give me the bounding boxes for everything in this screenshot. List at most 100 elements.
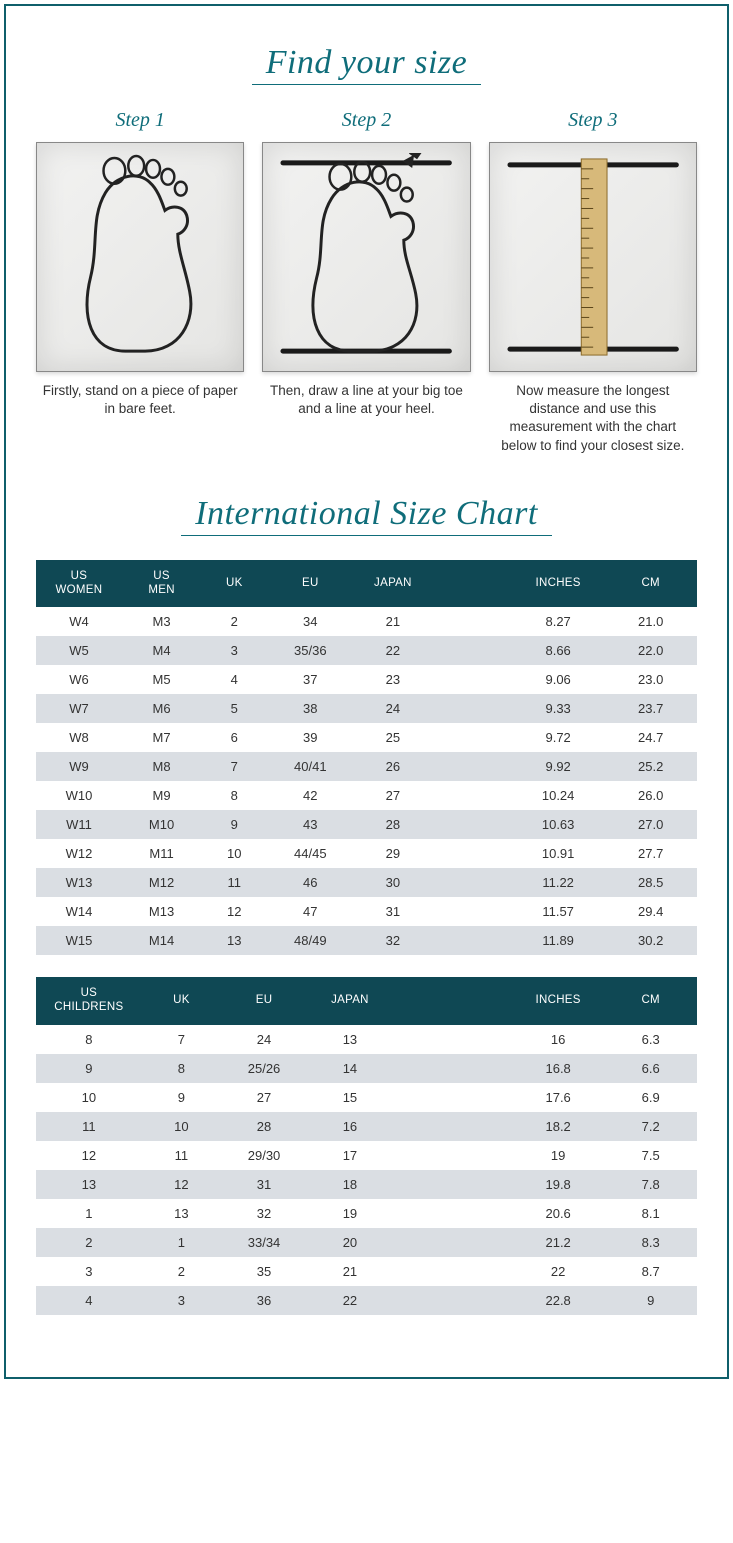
table-cell: 20.6	[512, 1199, 605, 1228]
table-cell: 8.27	[512, 607, 605, 636]
table-cell: 7	[201, 752, 267, 781]
table-cell: M13	[122, 897, 201, 926]
table-cell	[393, 1141, 512, 1170]
table-cell: W5	[36, 636, 122, 665]
table-cell: 22.8	[512, 1286, 605, 1315]
table-cell: W10	[36, 781, 122, 810]
table-cell: 33/34	[221, 1228, 307, 1257]
table-cell: 17	[307, 1141, 393, 1170]
table-cell: 9	[201, 810, 267, 839]
adult-size-table: USWOMENUSMENUKEUJAPANINCHESCM W4M3234218…	[36, 560, 697, 956]
table-row: W12M111044/452910.9127.7	[36, 839, 697, 868]
table-cell: 44/45	[267, 839, 353, 868]
table-cell: 9.72	[512, 723, 605, 752]
table-cell: 10.24	[512, 781, 605, 810]
table-cell: 3	[142, 1286, 221, 1315]
table-cell: W14	[36, 897, 122, 926]
table-cell: M8	[122, 752, 201, 781]
table-cell: 22	[353, 636, 432, 665]
table-cell: M5	[122, 665, 201, 694]
table-column-header: EU	[267, 560, 353, 608]
table-column-header: INCHES	[512, 977, 605, 1025]
table-cell: 29	[353, 839, 432, 868]
table-cell: 9.06	[512, 665, 605, 694]
table-column-header: EU	[221, 977, 307, 1025]
table-cell: 37	[267, 665, 353, 694]
table-cell: 22	[512, 1257, 605, 1286]
table-cell: 9.92	[512, 752, 605, 781]
table-cell	[393, 1025, 512, 1054]
table-cell: 16	[512, 1025, 605, 1054]
table-cell: 39	[267, 723, 353, 752]
table-column-header	[433, 560, 512, 608]
table-cell: 30.2	[604, 926, 697, 955]
table-cell: 10	[36, 1083, 142, 1112]
table-cell: 6.3	[604, 1025, 697, 1054]
table-cell: 11.22	[512, 868, 605, 897]
table-cell: 19	[512, 1141, 605, 1170]
main-heading: Find your size	[252, 44, 482, 85]
table-row: 43362222.89	[36, 1286, 697, 1315]
table-cell: 11	[201, 868, 267, 897]
step-1-caption: Firstly, stand on a piece of paper in ba…	[36, 382, 244, 418]
table-cell	[433, 810, 512, 839]
table-cell	[393, 1286, 512, 1315]
table-cell: 9	[36, 1054, 142, 1083]
foot-icon	[47, 153, 233, 361]
table-cell: 9	[142, 1083, 221, 1112]
table-cell: 7.2	[604, 1112, 697, 1141]
table-cell	[433, 694, 512, 723]
table-cell: 11	[142, 1141, 221, 1170]
table-cell: 2	[201, 607, 267, 636]
table-cell	[433, 781, 512, 810]
table-cell	[433, 752, 512, 781]
table-cell: 6.9	[604, 1083, 697, 1112]
table-cell	[393, 1228, 512, 1257]
table-cell: 24	[221, 1025, 307, 1054]
table-cell: 25.2	[604, 752, 697, 781]
table-cell: 40/41	[267, 752, 353, 781]
table-row: W8M7639259.7224.7	[36, 723, 697, 752]
table-cell: 8	[201, 781, 267, 810]
table-cell: 19	[307, 1199, 393, 1228]
table-row: 872413166.3	[36, 1025, 697, 1054]
table-column-header: CM	[604, 560, 697, 608]
table-cell: 28	[221, 1112, 307, 1141]
table-cell: 22.0	[604, 636, 697, 665]
table-cell: 21	[353, 607, 432, 636]
table-cell: 4	[201, 665, 267, 694]
table-cell: W15	[36, 926, 122, 955]
table-cell: 5	[201, 694, 267, 723]
table-cell	[433, 607, 512, 636]
table-cell: 21	[307, 1257, 393, 1286]
table-cell	[433, 839, 512, 868]
table-cell: 18.2	[512, 1112, 605, 1141]
table-cell	[393, 1054, 512, 1083]
table-cell: 21.0	[604, 607, 697, 636]
table-cell: 2	[142, 1257, 221, 1286]
table-cell: 1	[142, 1228, 221, 1257]
table-column-header: USMEN	[122, 560, 201, 608]
table-cell: 11	[36, 1112, 142, 1141]
table-cell: M4	[122, 636, 201, 665]
table-cell: W6	[36, 665, 122, 694]
table-cell: 21.2	[512, 1228, 605, 1257]
table-row: W9M8740/41269.9225.2	[36, 752, 697, 781]
table-cell: 7.5	[604, 1141, 697, 1170]
table-row: W5M4335/36228.6622.0	[36, 636, 697, 665]
step-1-label: Step 1	[36, 109, 244, 132]
table-cell: 34	[267, 607, 353, 636]
table-cell: 8.66	[512, 636, 605, 665]
child-size-table: USCHILDRENSUKEUJAPANINCHESCM 872413166.3…	[36, 977, 697, 1315]
page-container: Find your size Step 1 Firstly, stand on …	[4, 4, 729, 1379]
table-cell: 2	[36, 1228, 142, 1257]
table-cell	[393, 1112, 512, 1141]
table-cell: 24	[353, 694, 432, 723]
table-cell: 27.0	[604, 810, 697, 839]
table-row: W6M5437239.0623.0	[36, 665, 697, 694]
table-cell	[393, 1170, 512, 1199]
table-cell: 32	[353, 926, 432, 955]
table-cell: 28.5	[604, 868, 697, 897]
step-2-label: Step 2	[262, 109, 470, 132]
table-cell: 8.1	[604, 1199, 697, 1228]
